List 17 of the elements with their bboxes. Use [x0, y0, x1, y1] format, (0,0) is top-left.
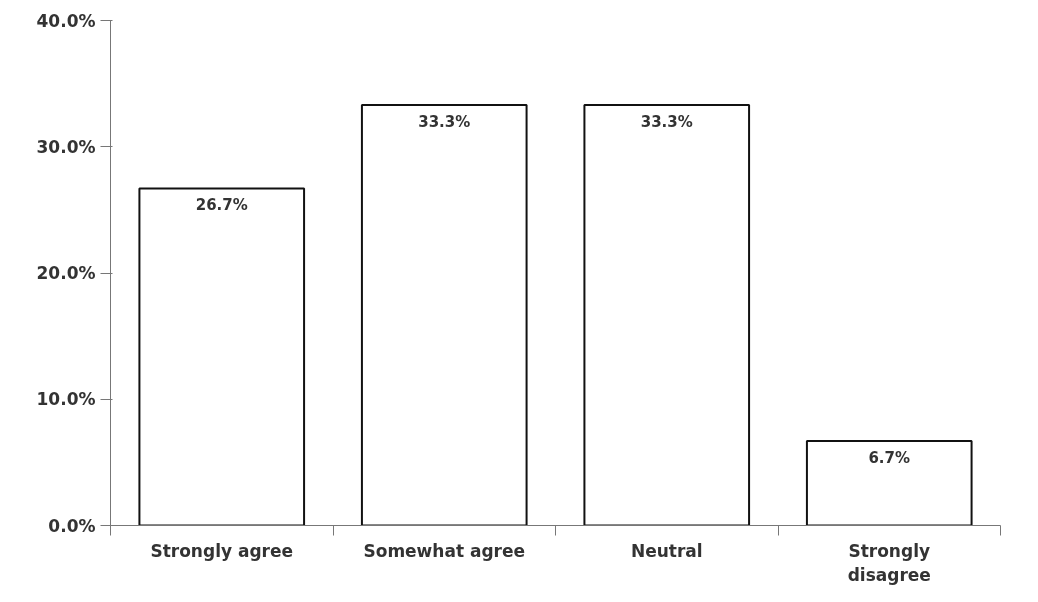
bar [360, 104, 528, 526]
x-tick-label: Somewhat agree [363, 540, 526, 561]
y-tick-label: 0.0% [48, 515, 96, 536]
data-label: 33.3% [640, 113, 693, 132]
data-label: 6.7% [868, 448, 911, 467]
y-tick-label: 40.0% [36, 10, 96, 31]
bar [805, 439, 973, 526]
x-tick-label: Strongly disagree [847, 540, 931, 585]
x-tick-label: Strongly agree [150, 540, 294, 561]
y-tick-label: 30.0% [36, 136, 96, 157]
data-label: 33.3% [418, 113, 471, 132]
bar [138, 187, 306, 526]
y-tick-label: 20.0% [36, 263, 96, 283]
bar [583, 104, 751, 526]
x-tick-label: Neutral [630, 540, 703, 561]
y-tick-label: 10.0% [36, 389, 96, 410]
data-label: 26.7% [195, 196, 248, 215]
